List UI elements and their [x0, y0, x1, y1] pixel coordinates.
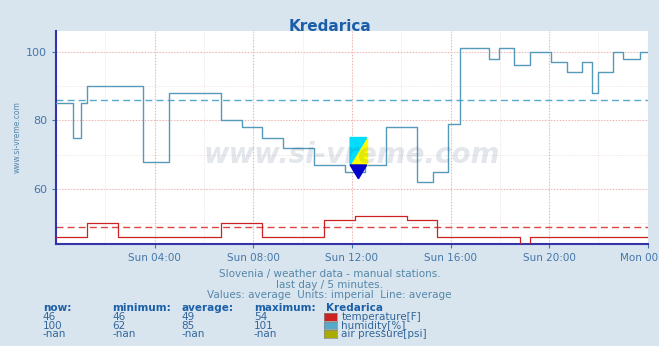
Text: 85: 85: [181, 321, 194, 331]
Text: -nan: -nan: [112, 329, 135, 339]
Text: 100: 100: [43, 321, 63, 331]
Text: temperature[F]: temperature[F]: [341, 312, 421, 322]
Text: -nan: -nan: [254, 329, 277, 339]
Text: last day / 5 minutes.: last day / 5 minutes.: [276, 280, 383, 290]
Polygon shape: [350, 165, 366, 179]
Text: www.si-vreme.com: www.si-vreme.com: [204, 140, 500, 169]
Text: 101: 101: [254, 321, 273, 331]
Text: Slovenia / weather data - manual stations.: Slovenia / weather data - manual station…: [219, 269, 440, 279]
Text: Kredarica: Kredarica: [326, 303, 383, 313]
Text: minimum:: minimum:: [112, 303, 171, 313]
Polygon shape: [350, 138, 366, 165]
Text: www.si-vreme.com: www.si-vreme.com: [13, 102, 22, 173]
Text: 62: 62: [112, 321, 125, 331]
Text: 46: 46: [43, 312, 56, 322]
Text: maximum:: maximum:: [254, 303, 316, 313]
Text: -nan: -nan: [43, 329, 66, 339]
Text: now:: now:: [43, 303, 71, 313]
Text: average:: average:: [181, 303, 233, 313]
Text: Values: average  Units: imperial  Line: average: Values: average Units: imperial Line: av…: [207, 290, 452, 300]
Polygon shape: [350, 138, 366, 165]
Text: humidity[%]: humidity[%]: [341, 321, 406, 331]
Text: 54: 54: [254, 312, 267, 322]
Text: Kredarica: Kredarica: [288, 19, 371, 34]
Text: 49: 49: [181, 312, 194, 322]
Text: air pressure[psi]: air pressure[psi]: [341, 329, 427, 339]
Text: 46: 46: [112, 312, 125, 322]
Text: -nan: -nan: [181, 329, 204, 339]
